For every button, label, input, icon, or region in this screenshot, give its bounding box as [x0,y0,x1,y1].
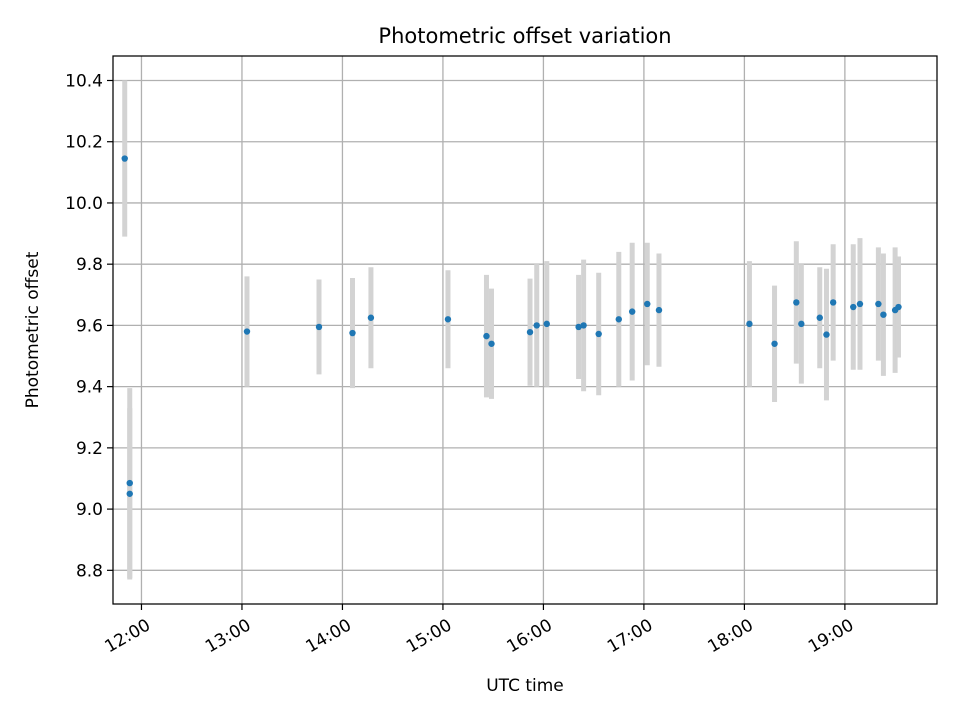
y-tick-label: 9.2 [76,439,103,459]
data-point [580,322,587,329]
data-point [126,490,133,497]
data-point [615,316,622,323]
data-point [526,328,534,336]
data-point [444,316,452,323]
data-point [655,306,663,314]
x-axis-label: UTC time [486,676,564,696]
y-tick-label: 9.6 [76,316,103,336]
chart-title: Photometric offset variation [378,24,671,48]
data-point [243,328,251,335]
y-tick-label: 10.2 [65,133,103,153]
data-point [771,340,778,347]
data-point [746,320,753,328]
data-point [895,303,902,311]
plot-frame [112,55,938,605]
data-point [121,155,128,162]
data-point [349,329,356,337]
data-point [628,308,636,315]
data-point [126,479,133,487]
data-point [850,303,857,311]
y-axis-ticks: 8.8 9.0 9.2 9.4 9.6 9.8 10.0 10.2 10.4 [65,71,113,581]
data-point [880,311,887,318]
data-points [121,155,902,497]
data-point [823,331,830,338]
data-point [793,299,800,306]
data-point [575,323,582,331]
data-point [488,340,495,347]
data-point [829,299,837,306]
data-point [533,322,540,329]
y-tick-label: 9.8 [76,255,103,275]
y-tick-label: 10.4 [65,71,103,91]
data-point [644,300,651,308]
grid-lines [113,56,937,604]
y-tick-label: 10.0 [65,194,103,214]
data-point [483,332,490,340]
y-tick-label: 8.8 [76,561,103,581]
data-point [816,314,823,321]
y-axis-label: Photometric offset [23,251,43,408]
data-point [595,330,602,338]
y-tick-label: 9.4 [76,378,103,398]
data-point [315,323,323,331]
data-point [875,300,882,308]
data-point [543,320,550,328]
y-tick-label: 9.0 [76,500,103,520]
data-point [856,300,864,308]
data-point [367,314,375,321]
data-point [798,320,805,328]
